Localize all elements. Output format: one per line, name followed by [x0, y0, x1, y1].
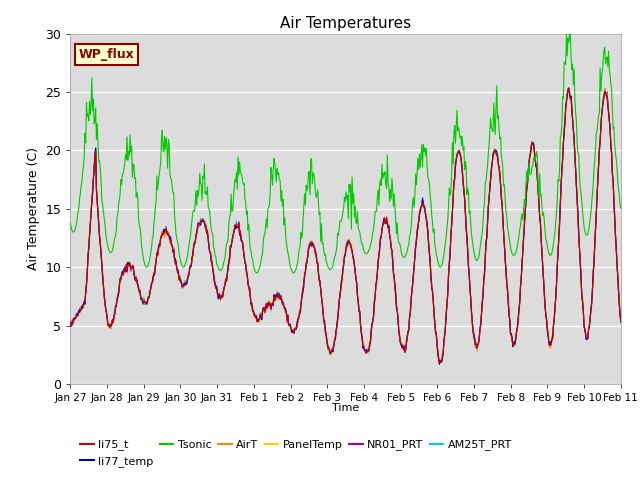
Y-axis label: Air Temperature (C): Air Temperature (C): [27, 147, 40, 270]
X-axis label: Time: Time: [332, 403, 359, 413]
Legend: li75_t, li77_temp, Tsonic, AirT, PanelTemp, NR01_PRT, AM25T_PRT: li75_t, li77_temp, Tsonic, AirT, PanelTe…: [76, 435, 516, 471]
Title: Air Temperatures: Air Temperatures: [280, 16, 411, 31]
Text: WP_flux: WP_flux: [79, 48, 134, 61]
